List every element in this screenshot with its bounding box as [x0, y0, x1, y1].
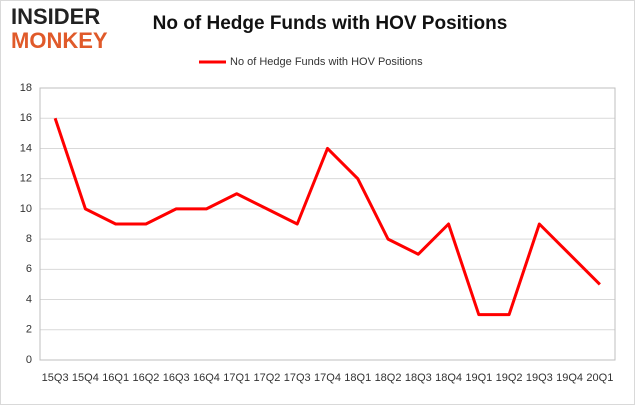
x-tick-label: 16Q2: [132, 372, 159, 384]
chart-title: No of Hedge Funds with HOV Positions: [153, 13, 508, 34]
y-tick-label: 10: [20, 203, 32, 215]
logo-top: INSIDER: [11, 4, 100, 29]
x-tick-label: 16Q1: [102, 372, 129, 384]
x-tick-label: 19Q2: [496, 372, 523, 384]
legend-label: No of Hedge Funds with HOV Positions: [230, 56, 423, 68]
x-tick-label: 18Q3: [405, 372, 432, 384]
x-tick-label: 15Q3: [42, 372, 69, 384]
x-tick-label: 16Q4: [193, 372, 220, 384]
x-tick-label: 20Q1: [586, 372, 613, 384]
y-tick-label: 18: [20, 82, 32, 94]
x-tick-label: 17Q2: [254, 372, 281, 384]
logo-bottom: MONKEY: [11, 28, 108, 53]
x-tick-label: 17Q3: [284, 372, 311, 384]
x-tick-label: 19Q3: [526, 372, 553, 384]
x-tick-label: 19Q4: [556, 372, 583, 384]
x-tick-label: 17Q4: [314, 372, 341, 384]
x-tick-label: 18Q4: [435, 372, 462, 384]
x-tick-label: 15Q4: [72, 372, 99, 384]
data-line: [53, 117, 601, 317]
x-tick-label: 19Q1: [465, 372, 492, 384]
y-tick-label: 6: [26, 263, 32, 275]
y-tick-label: 0: [26, 354, 32, 366]
plot-border: [39, 87, 616, 361]
y-tick-label: 16: [20, 112, 32, 124]
y-tick-label: 4: [26, 293, 32, 305]
x-tick-label: 18Q1: [344, 372, 371, 384]
x-tick-label: 18Q2: [375, 372, 402, 384]
y-tick-label: 12: [20, 173, 32, 185]
y-tick-label: 8: [26, 233, 32, 245]
x-tick-label: 17Q1: [223, 372, 250, 384]
y-tick-label: 2: [26, 324, 32, 336]
x-tick-label: 16Q3: [163, 372, 190, 384]
y-tick-label: 14: [20, 142, 32, 154]
